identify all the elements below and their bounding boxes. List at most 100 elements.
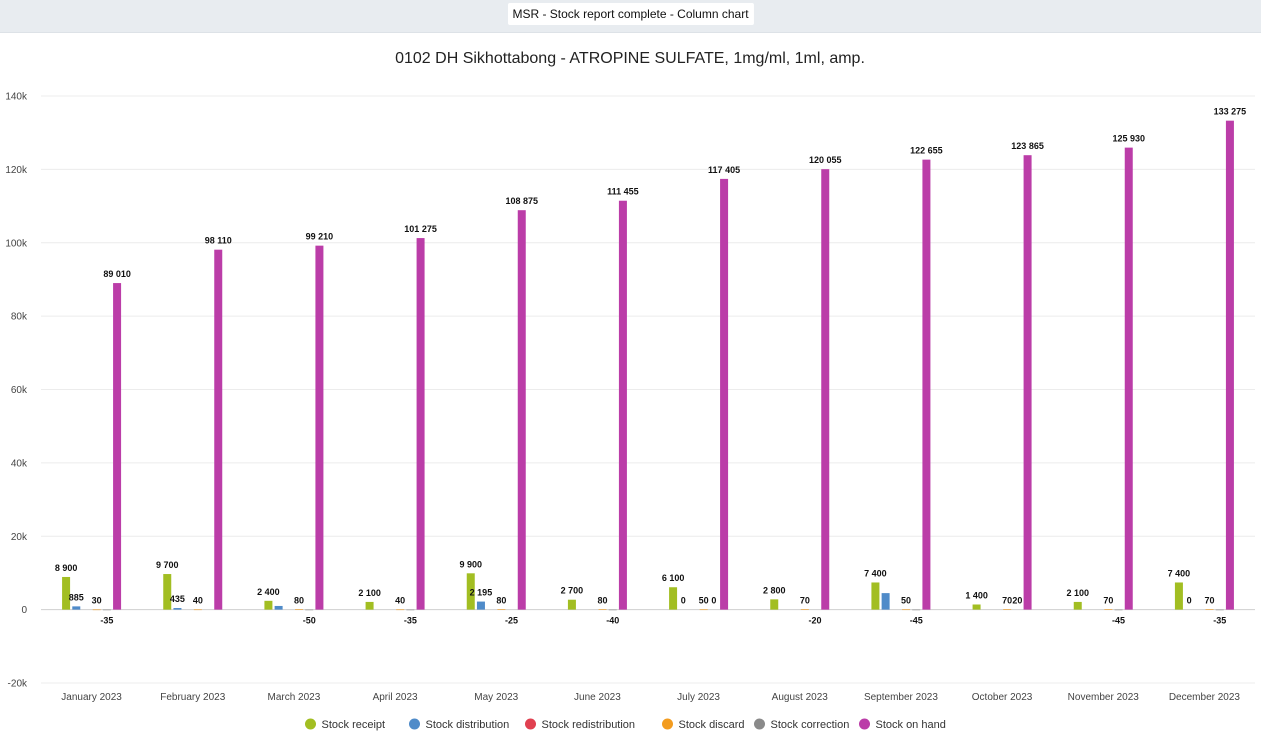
y-tick-label: 140k xyxy=(5,92,28,103)
data-label: 122 655 xyxy=(910,146,943,156)
bar xyxy=(92,609,101,611)
y-tick-label: 40k xyxy=(11,458,28,469)
data-label: -40 xyxy=(606,616,619,626)
data-label: 9 700 xyxy=(156,560,179,570)
bar xyxy=(295,609,304,610)
legend-label: Stock on hand xyxy=(876,719,946,731)
bar xyxy=(315,245,324,610)
data-label: 123 865 xyxy=(1011,141,1044,151)
data-label: 70 xyxy=(1205,595,1215,605)
bar xyxy=(1104,609,1113,610)
bar xyxy=(406,609,415,611)
data-label: 98 110 xyxy=(205,236,232,246)
bar xyxy=(720,178,729,610)
x-tick-label: September 2023 xyxy=(864,692,938,703)
bar xyxy=(1174,582,1183,610)
data-label: 9 900 xyxy=(459,559,482,569)
data-label: 99 210 xyxy=(306,232,334,242)
bar xyxy=(972,604,981,610)
data-label: 80 xyxy=(496,595,506,605)
data-labels: 8 900 885 30 -35 89 010 9 700 435 40 98 110 2 400… xyxy=(55,107,1246,626)
bar xyxy=(1023,155,1032,610)
legend-item: Stock on hand xyxy=(859,718,946,731)
legend-marker xyxy=(662,718,673,730)
column-chart: 0102 DH Sikhottabong - ATROPINE SULFATE,… xyxy=(5,50,1255,731)
bar xyxy=(193,609,202,611)
data-label: 2 100 xyxy=(1066,588,1089,598)
data-label: 20 xyxy=(1012,596,1022,606)
x-tick-label: January 2023 xyxy=(61,692,122,703)
data-label: 0 xyxy=(681,596,686,606)
bar xyxy=(113,283,122,610)
legend-marker xyxy=(754,718,765,730)
bar xyxy=(608,609,617,611)
bar xyxy=(821,169,830,610)
bar xyxy=(1114,609,1123,611)
window-title: MSR - Stock report complete - Column cha… xyxy=(507,3,754,25)
bar xyxy=(214,249,223,610)
data-label: -35 xyxy=(1213,616,1226,626)
bar xyxy=(72,606,81,610)
x-tick-label: October 2023 xyxy=(972,692,1033,703)
data-label: -45 xyxy=(1112,616,1125,626)
bar xyxy=(264,600,273,610)
data-label: 133 275 xyxy=(1214,107,1247,117)
bar xyxy=(912,609,921,611)
bar xyxy=(1003,609,1012,610)
legend-label: Stock correction xyxy=(771,719,850,731)
legend-item: Stock receipt xyxy=(305,718,385,731)
x-tick-label: May 2023 xyxy=(474,692,518,703)
y-tick-label: 0 xyxy=(21,605,27,616)
bar xyxy=(567,599,576,610)
data-label: -35 xyxy=(100,616,113,626)
data-label: 885 xyxy=(69,592,84,602)
data-label: 8 900 xyxy=(55,563,78,573)
bar xyxy=(618,200,627,610)
data-label: 50 xyxy=(901,595,911,605)
data-label: 70 xyxy=(1103,595,1113,605)
data-label: 30 xyxy=(92,596,102,606)
y-axis: -20k 0 20k 40k 60k 80k 100k 120k 140k xyxy=(5,92,28,690)
data-label: 435 xyxy=(170,594,185,604)
data-label: 40 xyxy=(193,595,203,605)
data-label: 2 400 xyxy=(257,587,280,597)
legend-item: Stock redistribution xyxy=(525,718,636,731)
data-label: -25 xyxy=(505,616,518,626)
y-tick-label: 120k xyxy=(5,165,28,176)
legend-label: Stock redistribution xyxy=(542,719,636,731)
data-label: 2 700 xyxy=(561,586,584,596)
bar xyxy=(1124,147,1133,610)
legend-marker xyxy=(409,718,420,730)
x-tick-label: February 2023 xyxy=(160,692,225,703)
bar xyxy=(476,601,485,610)
legend-label: Stock discard xyxy=(679,719,745,731)
y-tick-label: 100k xyxy=(5,238,28,249)
data-label: 40 xyxy=(395,595,405,605)
x-tick-label: April 2023 xyxy=(373,692,418,703)
bar xyxy=(62,576,71,610)
bar xyxy=(497,609,506,610)
bar xyxy=(416,238,425,610)
legend-marker xyxy=(305,718,316,730)
bar xyxy=(902,609,911,611)
data-label: 108 875 xyxy=(505,196,538,206)
x-tick-label: March 2023 xyxy=(268,692,321,703)
data-label: 111 455 xyxy=(607,187,639,197)
legend-marker xyxy=(525,718,536,730)
legend-marker xyxy=(859,718,870,730)
chart-legend: Stock receipt Stock distribution Stock red… xyxy=(305,718,946,731)
bar xyxy=(699,609,708,611)
bar xyxy=(1215,609,1224,611)
y-tick-label: 20k xyxy=(11,532,28,543)
bar xyxy=(1225,120,1234,610)
data-label: 2 800 xyxy=(763,585,786,595)
bar xyxy=(517,210,526,610)
data-label: 125 930 xyxy=(1112,134,1145,144)
data-label: 2 100 xyxy=(358,588,381,598)
chart-bars xyxy=(62,120,1234,611)
bar xyxy=(173,608,182,610)
bar xyxy=(770,599,779,610)
data-label: 0 xyxy=(711,596,716,606)
data-label: 50 xyxy=(699,595,709,605)
data-label: -35 xyxy=(404,616,417,626)
